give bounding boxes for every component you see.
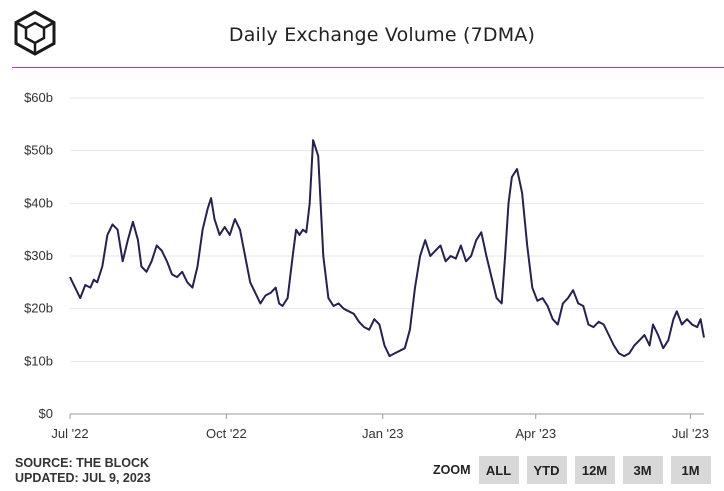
updated-label: UPDATED: JUL 9, 2023 bbox=[15, 471, 151, 485]
zoom-all-button[interactable]: ALL bbox=[478, 456, 519, 484]
zoom-controls: ZOOM ALL YTD 12M 3M 1M bbox=[433, 456, 719, 484]
x-tick-label: Apr '23 bbox=[515, 426, 556, 441]
chart-title: Daily Exchange Volume (7DMA) bbox=[228, 24, 536, 46]
source-label: SOURCE: THE BLOCK bbox=[15, 456, 150, 470]
x-tick-label: Jan '23 bbox=[362, 426, 404, 441]
the-block-cube-icon[interactable] bbox=[13, 10, 57, 56]
source-note: SOURCE: THE BLOCK UPDATED: JUL 9, 2023 bbox=[15, 456, 151, 486]
y-tick-label: $10b bbox=[24, 353, 53, 368]
zoom-1m-button[interactable]: 1M bbox=[670, 456, 711, 484]
x-tick-label: Oct '22 bbox=[206, 426, 247, 441]
y-tick-label: $30b bbox=[24, 248, 53, 263]
x-tick-label: Jul '22 bbox=[51, 426, 88, 441]
y-tick-label: $40b bbox=[24, 195, 53, 210]
x-tick-label: Jul '23 bbox=[672, 426, 709, 441]
y-tick-label: $60b bbox=[24, 90, 53, 105]
zoom-12m-button[interactable]: 12M bbox=[574, 456, 615, 484]
y-tick-label: $20b bbox=[24, 301, 53, 316]
title-divider bbox=[12, 67, 724, 68]
series-line-daily-exchange-volume[interactable] bbox=[69, 139, 705, 358]
zoom-3m-button[interactable]: 3M bbox=[622, 456, 663, 484]
y-tick-label: $50b bbox=[24, 143, 53, 158]
zoom-ytd-button[interactable]: YTD bbox=[526, 456, 567, 484]
zoom-label: ZOOM bbox=[433, 463, 471, 477]
y-tick-label: $0 bbox=[39, 406, 53, 421]
